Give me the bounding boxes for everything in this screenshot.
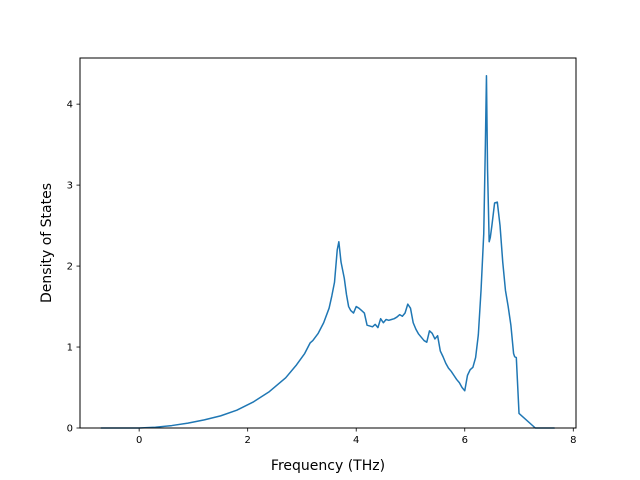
x-tick-label: 8 — [570, 435, 576, 446]
y-tick-label: 4 — [67, 100, 73, 111]
y-tick-label: 0 — [67, 424, 73, 435]
x-tick-label: 4 — [353, 435, 359, 446]
x-tick-label: 6 — [462, 435, 468, 446]
x-axis-label: Frequency (THz) — [271, 458, 385, 474]
plot-frame — [79, 57, 577, 429]
dos-series-line — [100, 75, 556, 429]
y-tick-label: 1 — [67, 343, 73, 354]
series-layer — [100, 75, 556, 429]
x-tick-label: 0 — [136, 435, 142, 446]
y-tick-label: 2 — [67, 262, 73, 273]
y-axis-label: Density of States — [39, 183, 55, 303]
x-tick-label: 2 — [244, 435, 250, 446]
ticks-layer: 0 2 4 6 8 0 1 2 3 4 — [67, 100, 577, 446]
y-tick-label: 3 — [67, 181, 73, 192]
